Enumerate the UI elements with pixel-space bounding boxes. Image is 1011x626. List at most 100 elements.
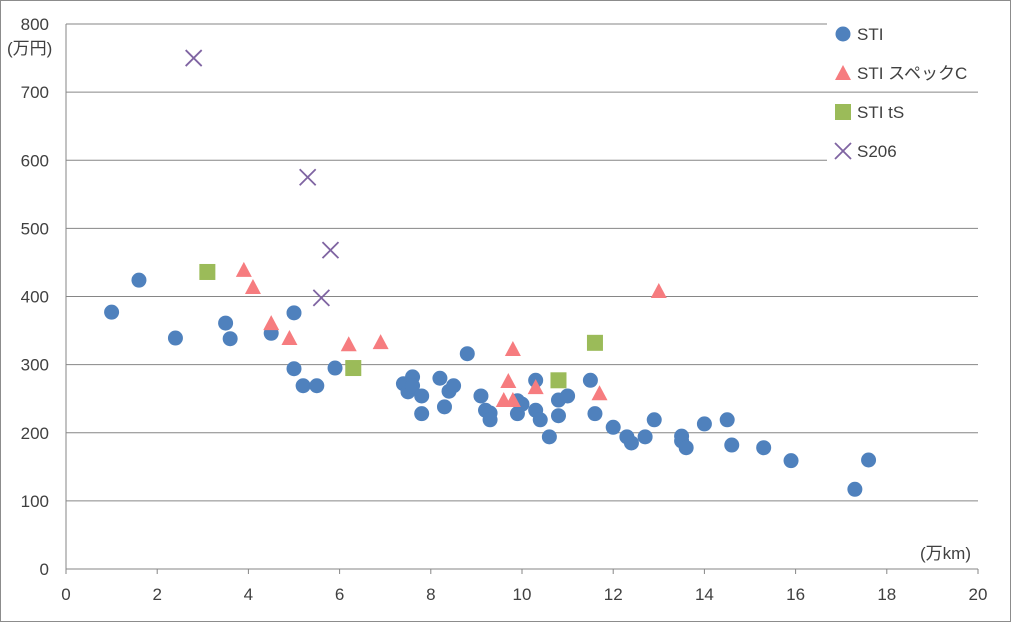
point-square [199, 263, 216, 280]
y-tick-label: 200 [21, 424, 49, 443]
point-circle [623, 435, 639, 451]
y-tick-label: 400 [21, 288, 49, 307]
y-tick-label: 300 [21, 356, 49, 375]
point-circle [295, 378, 311, 394]
point-circle [414, 388, 430, 404]
point-triangle [504, 392, 521, 408]
x-axis-label: (万km) [920, 544, 971, 563]
x-stroke [312, 289, 330, 307]
legend-label: STI スペックC [857, 64, 967, 83]
point-triangle [340, 336, 357, 352]
point-triangle [244, 278, 261, 294]
legend-label: STI tS [857, 103, 904, 122]
legend-label: STI [857, 25, 883, 44]
y-tick-label: 100 [21, 492, 49, 511]
point-circle [587, 406, 603, 422]
point-circle [835, 26, 851, 42]
point-circle [405, 378, 421, 394]
point-circle [532, 412, 548, 428]
point-x [299, 168, 317, 186]
point-triangle [591, 385, 608, 401]
point-circle [582, 372, 598, 388]
axes: 0 100 200 300 400 500 600 700 800 0 2 4 6 8 10 12 14 16 18… [21, 15, 988, 604]
y-tick-label: 800 [21, 15, 49, 34]
x-tick-label: 6 [335, 585, 344, 604]
point-circle [286, 361, 302, 377]
point-square [835, 104, 851, 120]
legend: STI STI スペックC STI tS S206 [827, 17, 997, 168]
legend-label: S206 [857, 142, 897, 161]
point-circle [637, 429, 653, 445]
point-x [834, 142, 852, 160]
y-tick-label: 600 [21, 151, 49, 170]
point-circle [327, 360, 343, 376]
point-circle [756, 440, 772, 456]
x-stroke [185, 49, 203, 67]
x-stroke [321, 241, 340, 259]
x-stroke [834, 142, 852, 160]
point-circle [724, 437, 740, 453]
point-triangle [650, 283, 667, 299]
point-x [185, 49, 203, 67]
point-x [312, 289, 330, 307]
point-triangle [281, 330, 298, 346]
point-circle [167, 330, 183, 346]
point-triangle [372, 334, 389, 350]
gridlines [66, 23, 978, 502]
y-tick-label: 700 [21, 83, 49, 102]
x-tick-label: 12 [604, 585, 623, 604]
x-stroke [299, 168, 317, 186]
point-triangle [835, 65, 851, 80]
point-square [586, 334, 603, 351]
point-circle [459, 346, 475, 362]
legend-bg [827, 56, 997, 90]
point-triangle [235, 261, 252, 277]
point-circle [646, 412, 662, 428]
point-x [321, 241, 340, 259]
point-square [550, 372, 567, 389]
x-tick-label: 8 [426, 585, 435, 604]
point-circle [432, 370, 448, 386]
point-circle [783, 453, 799, 469]
point-triangle [263, 315, 280, 331]
y-tick-label: 0 [40, 560, 49, 579]
point-circle [550, 408, 566, 424]
point-circle [222, 331, 238, 347]
point-triangle [500, 372, 517, 388]
point-circle [309, 378, 325, 394]
point-square [345, 360, 362, 377]
point-triangle [527, 379, 544, 395]
legend-bg [827, 134, 997, 168]
point-circle [104, 304, 120, 320]
point-circle [560, 388, 576, 404]
y-axis-label: (万円) [7, 39, 52, 58]
x-tick-label: 16 [786, 585, 805, 604]
point-circle [719, 412, 735, 428]
point-circle [678, 440, 694, 456]
point-circle [436, 399, 452, 415]
point-circle [286, 305, 302, 321]
x-tick-label: 10 [513, 585, 532, 604]
point-triangle [504, 340, 521, 356]
point-circle [605, 419, 621, 435]
x-tick-label: 20 [969, 585, 988, 604]
x-tick-label: 2 [152, 585, 161, 604]
x-tick-label: 0 [61, 585, 70, 604]
point-circle [218, 315, 234, 331]
point-circle [414, 406, 430, 422]
data-points [104, 49, 877, 497]
point-circle [473, 388, 489, 404]
x-tick-label: 4 [244, 585, 253, 604]
y-tick-label: 500 [21, 219, 49, 238]
point-circle [847, 481, 863, 497]
point-circle [446, 378, 462, 394]
point-circle [131, 272, 147, 288]
legend-bg [827, 95, 997, 129]
x-tick-label: 18 [877, 585, 896, 604]
point-circle [482, 412, 498, 428]
point-circle [541, 429, 557, 445]
point-circle [696, 416, 712, 432]
x-tick-label: 14 [695, 585, 714, 604]
